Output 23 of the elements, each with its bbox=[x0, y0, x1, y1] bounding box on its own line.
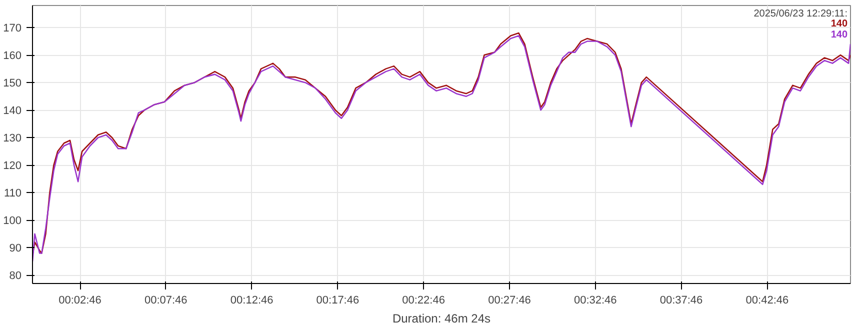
x-tick-label: 00:02:46 bbox=[58, 294, 102, 306]
x-tick-label: 00:17:46 bbox=[316, 294, 360, 306]
y-tick-label: 90 bbox=[9, 242, 22, 255]
y-tick-label: 80 bbox=[9, 270, 22, 282]
y-tick-label: 100 bbox=[3, 215, 22, 228]
annotation: 140 bbox=[830, 30, 848, 40]
x-tick-label: 00:32:46 bbox=[574, 294, 617, 306]
annotation: 2025/06/23 12:29:11: bbox=[754, 8, 848, 20]
y-tick-label: 110 bbox=[4, 188, 22, 200]
y-tick-label: 130 bbox=[3, 132, 22, 145]
x-tick-label: 00:07:46 bbox=[144, 294, 188, 306]
annotation: 140 bbox=[830, 18, 848, 30]
x-tick-label: 00:12:46 bbox=[230, 294, 274, 306]
y-tick-label: 120 bbox=[3, 160, 22, 172]
y-tick-label: 140 bbox=[3, 105, 22, 118]
y-tick-label: 160 bbox=[3, 50, 22, 62]
x-tick-label: 00:27:46 bbox=[488, 294, 531, 306]
y-tick-label: 150 bbox=[3, 78, 22, 90]
x-tick-label: 00:22:46 bbox=[402, 294, 445, 306]
x-axis-title: Duration: 46m 24s bbox=[392, 312, 491, 326]
x-tick-label: 00:42:46 bbox=[746, 294, 789, 306]
y-tick-label: 170 bbox=[3, 22, 22, 35]
x-tick-label: 00:37:46 bbox=[660, 294, 703, 306]
